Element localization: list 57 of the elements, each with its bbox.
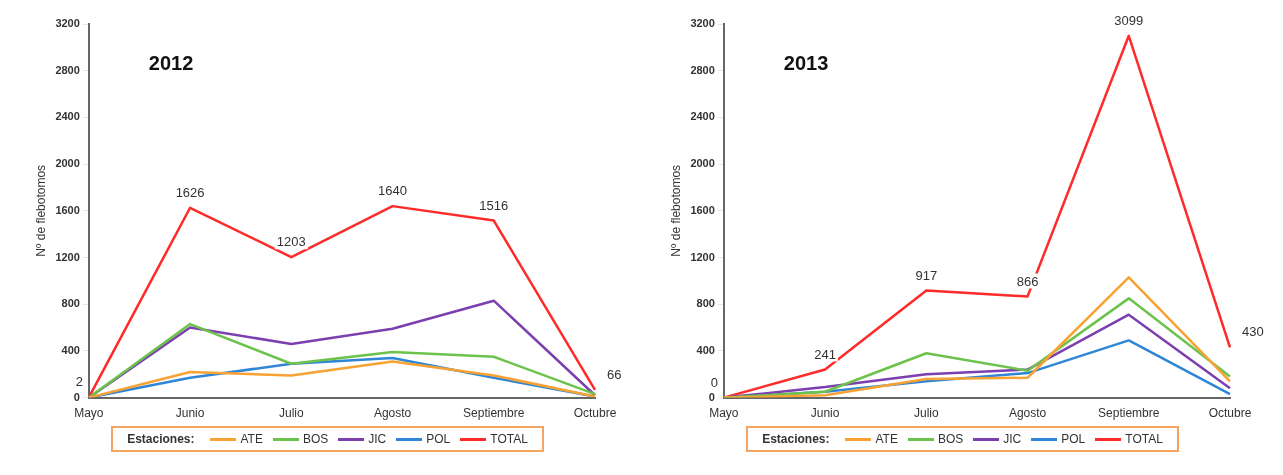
legend-label: JIC [368,432,387,446]
y-tick-label: 1200 [55,250,80,263]
x-tick-label: Junio [810,406,840,421]
y-tick-label: 400 [696,343,715,356]
data-label: 1203 [276,234,306,250]
x-tick-label: Septiembre [463,406,525,421]
legend-label: JIC [1003,432,1022,446]
y-tick-label: 800 [61,297,80,310]
legend-title: Estaciones: [762,432,830,446]
x-tick-label: Julio [913,406,939,421]
y-tick-label: 800 [696,297,715,310]
x-tick-label: Mayo [74,406,104,421]
x-tick-label: Septiembre [1098,406,1160,421]
y-tick-label: 2800 [690,63,715,76]
y-tick-label: 3200 [55,17,80,30]
data-label: 2 [75,374,83,390]
y-tick-label: 0 [73,390,80,403]
data-label: 1626 [175,184,205,200]
x-tick-label: Agosto [1008,406,1047,421]
y-tick-label: 2800 [55,63,80,76]
y-tick-label: 2000 [55,157,80,170]
legend-label: POL [1061,432,1086,446]
legend-label: ATE [875,432,898,446]
y-axis-title: Nº de flebotomos [668,164,683,257]
y-tick-label: 0 [708,390,715,403]
y-tick-label: 1200 [690,250,715,263]
data-label: 430 [1242,324,1264,340]
y-tick-label: 2400 [690,110,715,123]
legend-label: TOTAL [490,432,528,446]
legend-title: Estaciones: [127,432,195,446]
data-label: 241 [814,346,836,362]
x-tick-label: Junio [175,406,205,421]
y-axis-title: Nº de flebotomos [33,164,48,257]
y-tick-label: 1600 [690,203,715,216]
y-tick-label: 3200 [690,17,715,30]
y-tick-label: 2400 [55,110,80,123]
data-label: 3099 [1114,12,1144,28]
text: 2013 [783,51,829,74]
y-tick-label: 400 [61,343,80,356]
y-tick-label: 1600 [55,203,80,216]
legend-label: BOS [937,432,964,446]
y-tick-label: 2000 [690,157,715,170]
legend-label: POL [426,432,451,446]
x-tick-label: Mayo [709,406,739,421]
data-label: 917 [915,267,938,283]
x-tick-label: Octubre [1208,406,1252,421]
legend-label: BOS [302,432,329,446]
data-label: 866 [1016,273,1039,289]
text: 2012 [148,51,194,74]
x-tick-label: Octubre [573,406,617,421]
x-tick-label: Agosto [373,406,412,421]
data-label: 1516 [479,197,509,213]
x-tick-label: Julio [278,406,304,421]
data-label: 1640 [378,183,408,199]
legend-label: ATE [240,432,263,446]
data-label: 66 [607,366,622,382]
legend-label: TOTAL [1125,432,1163,446]
